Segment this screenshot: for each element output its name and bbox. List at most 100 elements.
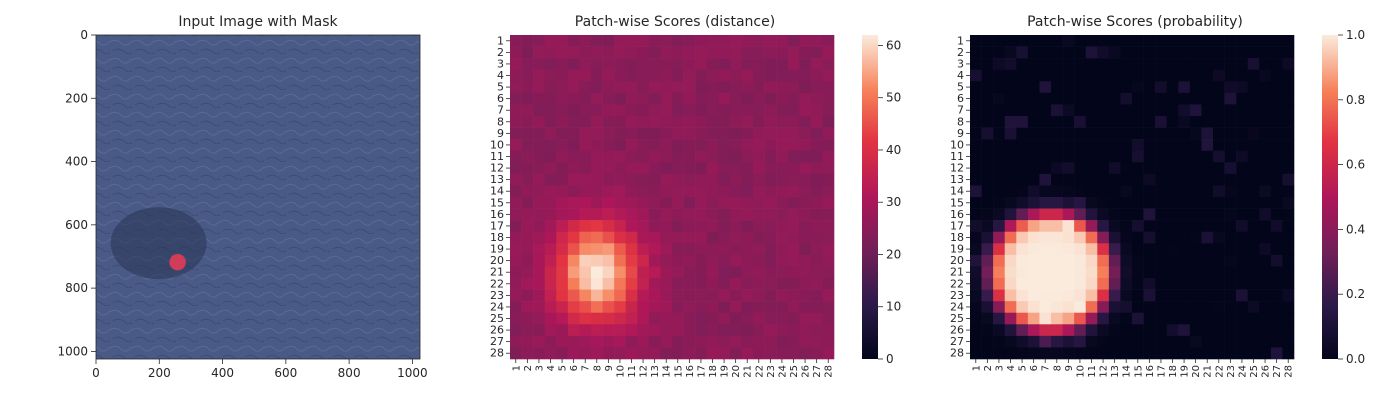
colorbar-tick-label: 40 (886, 143, 901, 157)
heatmap-cell (579, 185, 592, 198)
heatmap-cell (602, 69, 615, 82)
heatmap-cell (648, 46, 661, 59)
heatmap-cell (729, 139, 742, 152)
heatmap-cell (981, 254, 994, 267)
heatmap-cell (993, 46, 1006, 59)
heatmap-cell (776, 127, 789, 140)
heatmap-cell (970, 116, 982, 128)
heatmap-cell (683, 81, 696, 94)
heatmap-cell (1074, 92, 1087, 105)
heatmap-cell (521, 69, 534, 82)
heatmap-cell (753, 231, 765, 244)
heatmap-cell (1039, 104, 1052, 117)
heatmap-cell (1143, 150, 1156, 163)
heatmap-cell (1097, 301, 1110, 314)
heatmap-cell (799, 46, 812, 59)
heatmap-cell (579, 243, 592, 256)
heatmap-cell (660, 35, 673, 47)
heatmap-cell (1201, 243, 1214, 256)
heatmap-cell (1282, 301, 1295, 314)
heatmap-cell (683, 104, 696, 117)
heatmap-cell (1201, 162, 1214, 175)
heatmap-cell (614, 301, 627, 314)
heatmap-cell (683, 220, 696, 233)
heatmap-cell (1085, 197, 1098, 209)
heatmap-cell (1259, 58, 1272, 71)
heatmap-cell (970, 197, 982, 209)
heatmap-cell (981, 312, 994, 325)
heatmap-cell (1027, 92, 1040, 105)
heatmap-cell (776, 173, 789, 186)
x-tick-label: 17 (696, 365, 707, 378)
heatmap-cell (648, 197, 661, 209)
heatmap-cell (1108, 301, 1121, 314)
heatmap-cell (672, 312, 684, 325)
heatmap-cell (1282, 35, 1295, 47)
heatmap-cell (556, 231, 569, 244)
heatmap-cell (1213, 312, 1225, 325)
heatmap-cell (556, 289, 569, 302)
heatmap-cell (1074, 185, 1087, 198)
heatmap-cell (1074, 139, 1087, 152)
heatmap-cell (1236, 208, 1249, 221)
heatmap-cell (510, 208, 522, 221)
heatmap-cell (1201, 69, 1214, 82)
heatmap-cell (1224, 324, 1237, 337)
heatmap-cell (729, 312, 742, 325)
heatmap-cell (1039, 173, 1052, 186)
heatmap-cell (1259, 162, 1272, 175)
heatmap-cell (1166, 58, 1179, 71)
heatmap-cell (970, 220, 982, 233)
heatmap-cell (1016, 173, 1029, 186)
x-tick-label: 17 (1156, 365, 1167, 378)
heatmap-cell (1270, 81, 1283, 94)
heatmap-cell (1178, 231, 1191, 244)
heatmap-cell (567, 347, 580, 360)
heatmap-cell (1247, 278, 1260, 290)
heatmap-cell (1155, 46, 1168, 59)
heatmap-cell (822, 289, 835, 302)
heatmap-cell (1213, 35, 1225, 47)
heatmap-cell (556, 185, 569, 198)
heatmap-cell (799, 347, 812, 360)
heatmap-cell (1201, 104, 1214, 117)
heatmap-cell (1097, 69, 1110, 82)
heatmap-cell (1213, 301, 1225, 314)
heatmap-cell (1120, 81, 1133, 94)
heatmap-cell (1120, 173, 1133, 186)
heatmap-cell (776, 208, 789, 221)
heatmap-cell (695, 266, 708, 279)
heatmap-cell (544, 150, 557, 163)
heatmap-cell (1004, 301, 1017, 314)
heatmap-cell (1224, 69, 1237, 82)
heatmap-cell (1039, 347, 1052, 360)
heatmap-cell (1132, 69, 1144, 82)
y-tick-label: 600 (65, 218, 88, 232)
heatmap-cell (799, 116, 812, 128)
heatmap-cell (741, 92, 754, 105)
heatmap-cell (544, 35, 557, 47)
heatmap-cell (602, 150, 615, 163)
y-tick-label: 0 (80, 28, 88, 42)
heatmap-cell (1016, 81, 1029, 94)
heatmap-cell (1259, 301, 1272, 314)
heatmap-cell (970, 139, 982, 152)
heatmap-cell (660, 173, 673, 186)
heatmap-cell (1201, 197, 1214, 209)
heatmap-cell (1027, 46, 1040, 59)
heatmap-cell (1062, 46, 1075, 59)
heatmap-cell (1213, 220, 1225, 233)
heatmap-cell (1039, 92, 1052, 105)
heatmap-cell (822, 243, 835, 256)
heatmap-cell (695, 278, 708, 290)
heatmap-cell (544, 173, 557, 186)
heatmap-cell (706, 220, 719, 233)
heatmap-cell (533, 347, 546, 360)
heatmap-cell (1236, 335, 1249, 348)
heatmap-cell (1097, 266, 1110, 279)
heatmap-cell (1178, 104, 1191, 117)
heatmap-cell (567, 254, 580, 267)
heatmap-cell (993, 127, 1006, 140)
heatmap-cell (799, 150, 812, 163)
heatmap-cell (648, 312, 661, 325)
